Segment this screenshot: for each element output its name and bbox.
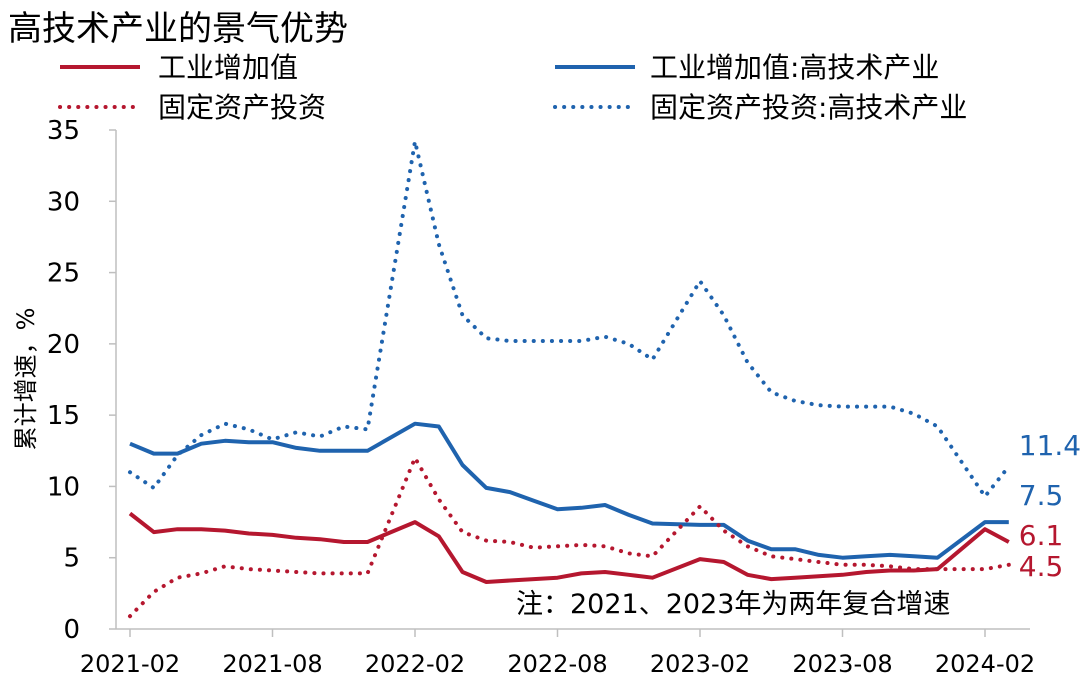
y-tick-label: 35	[47, 116, 80, 146]
series-line-industrial-va	[128, 511, 1010, 584]
x-ticks: 2021-02 2021-08 2022-02 2022-08 2023-02 2023-…	[80, 629, 1035, 678]
y-tick-label: 15	[47, 401, 80, 431]
end-label-industrial-va: 6.1	[1019, 519, 1064, 552]
x-tick-label: 2024-02	[935, 650, 1035, 678]
legend-label-fai-hitech: 固定资产投资:高技术产业	[650, 91, 967, 124]
y-axis-label: 累计增速，%	[12, 308, 40, 451]
end-label-fai-hitech: 11.4	[1019, 429, 1080, 462]
y-ticks: 0 5 10 15 20 25 30 35	[47, 116, 116, 645]
end-labels: 6.1 7.5 4.5 11.4	[1019, 429, 1080, 583]
x-tick-label: 2021-08	[222, 650, 322, 678]
legend-label-industrial-va: 工业增加值	[158, 51, 298, 84]
series-line-fai	[128, 455, 1011, 619]
legend-label-fai: 固定资产投资	[158, 91, 326, 124]
x-tick-label: 2022-08	[507, 650, 607, 678]
end-label-fai: 4.5	[1019, 550, 1064, 583]
x-tick-label: 2022-02	[365, 650, 465, 678]
x-tick-label: 2023-08	[792, 650, 892, 678]
legend: 工业增加值 工业增加值:高技术产业 固定资产投资 固定资产投资:高技术产业	[58, 51, 967, 124]
x-tick-label: 2023-02	[650, 650, 750, 678]
end-label-industrial-va-hitech: 7.5	[1019, 479, 1064, 512]
chart-title: 高技术产业的景气优势	[8, 9, 348, 49]
chart-note: 注：2021、2023年为两年复合增速	[516, 589, 950, 620]
y-tick-label: 5	[63, 544, 80, 574]
legend-label-industrial-va-hitech: 工业增加值:高技术产业	[650, 51, 939, 84]
series-line-industrial-va-hitech	[129, 421, 1009, 560]
y-tick-label: 20	[47, 330, 80, 360]
y-tick-label: 0	[63, 615, 80, 645]
x-axis: 2021-02 2021-08 2022-02 2022-08 2023-02 2023-…	[80, 628, 1035, 678]
x-tick-label: 2021-02	[80, 650, 180, 678]
y-tick-label: 10	[47, 472, 80, 502]
series-lines	[128, 139, 1011, 619]
y-axis: 0 5 10 15 20 25 30 35 累计增速，%	[12, 116, 117, 645]
y-tick-label: 25	[47, 259, 80, 289]
y-tick-label: 30	[47, 187, 80, 217]
